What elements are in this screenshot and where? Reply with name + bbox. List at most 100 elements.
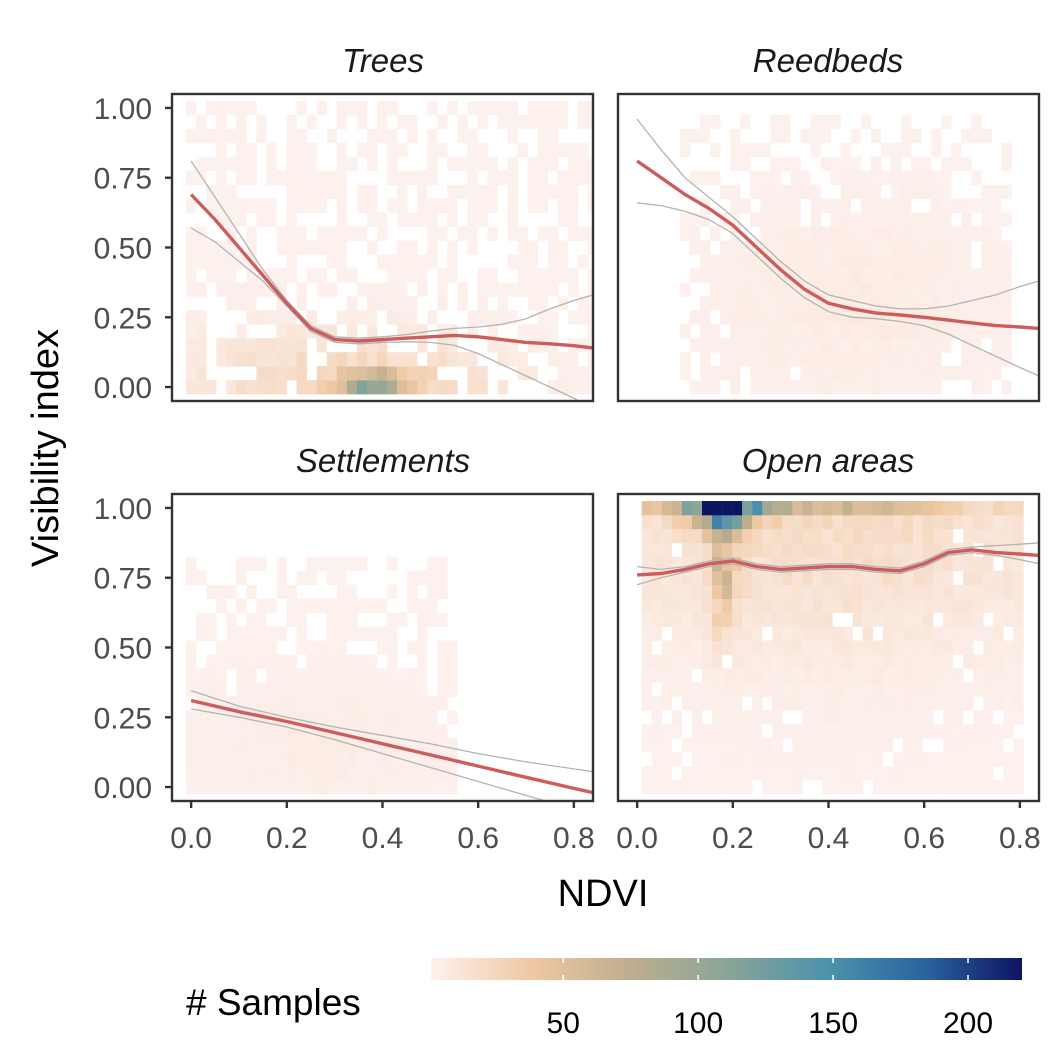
- heatmap-cell: [186, 640, 197, 655]
- heatmap-cell: [820, 114, 831, 130]
- heatmap-cell: [901, 226, 912, 241]
- heatmap-cell: [810, 142, 821, 158]
- panel-title-open-areas: Open areas: [742, 442, 914, 479]
- heatmap-cell: [832, 654, 843, 669]
- heatmap-cell: [963, 528, 974, 544]
- heatmap-cell: [437, 198, 448, 213]
- heatmap-cell: [750, 142, 761, 158]
- heatmap-cell: [336, 114, 348, 130]
- heatmap-cell: [377, 710, 388, 725]
- heatmap-cell: [671, 710, 683, 725]
- heatmap-cell: [467, 198, 478, 213]
- heatmap-cell: [762, 598, 773, 613]
- heatmap-cell: [840, 184, 851, 199]
- heatmap-cell: [276, 556, 287, 572]
- heatmap-cell: [852, 668, 863, 683]
- heatmap-cell: [316, 710, 327, 725]
- heatmap-cell: [742, 528, 753, 544]
- heatmap-cell: [507, 198, 518, 213]
- heatmap-cell: [276, 170, 287, 185]
- heatmap-cell: [832, 696, 843, 711]
- heatmap-cell: [870, 240, 882, 255]
- heatmap-cell: [961, 254, 972, 269]
- heatmap-cell: [810, 310, 821, 325]
- heatmap-cell: [830, 282, 841, 297]
- heatmap-cell: [427, 101, 438, 116]
- heatmap-cell: [870, 282, 882, 297]
- heatmap-cell: [377, 254, 388, 269]
- heatmap-cell: [902, 514, 914, 530]
- heatmap-cell: [981, 296, 992, 311]
- heatmap-cell: [772, 724, 783, 739]
- heatmap-cell: [872, 766, 884, 781]
- heatmap-cell: [527, 114, 538, 130]
- heatmap-cell: [991, 310, 1002, 325]
- heatmap-cell: [963, 514, 974, 530]
- heatmap-cell: [246, 668, 257, 683]
- heatmap-cell: [880, 338, 892, 353]
- heatmap-cell: [256, 380, 267, 395]
- heatmap-cell: [567, 310, 579, 325]
- heatmap-cell: [822, 780, 833, 795]
- heatmap-cell: [326, 254, 338, 269]
- heatmap-cell: [276, 268, 287, 283]
- heatmap-cell: [700, 310, 711, 325]
- legend-tick-label: 200: [943, 1007, 993, 1040]
- heatmap-cell: [850, 212, 861, 227]
- heatmap-cell: [671, 682, 683, 697]
- heatmap-cell: [712, 724, 723, 739]
- heatmap-cell: [1001, 268, 1012, 283]
- smooth-line-trees: [189, 193, 593, 350]
- heatmap-cell: [537, 142, 548, 158]
- heatmap-cell: [206, 752, 217, 767]
- heatmap-cell: [993, 542, 1004, 558]
- heatmap-cell: [752, 528, 763, 544]
- heatmap-cell: [752, 612, 763, 627]
- heatmap-cell: [377, 766, 388, 781]
- panel-settlements: Settlements: [170, 442, 595, 803]
- heatmap-cell: [820, 156, 831, 172]
- heatmap-cell: [890, 268, 902, 283]
- heatmap-cell: [732, 710, 743, 725]
- heatmap-cell: [820, 198, 831, 213]
- heatmap-cell: [537, 101, 548, 116]
- heatmap-cell: [782, 724, 793, 739]
- heatmap-cell: [933, 668, 944, 683]
- heatmap-cell: [951, 198, 962, 213]
- heatmap-cell: [306, 310, 317, 325]
- heatmap-cell: [702, 514, 713, 530]
- heatmap-cell: [397, 142, 408, 158]
- heatmap-cell: [712, 501, 723, 516]
- heatmap-cell: [427, 310, 438, 325]
- heatmap-cell: [641, 556, 652, 572]
- heatmap-cell: [346, 310, 358, 325]
- heatmap-cell: [236, 156, 247, 172]
- heatmap-cell: [346, 654, 358, 669]
- heatmap-cell: [1003, 570, 1014, 585]
- heatmap-cell: [681, 556, 693, 572]
- panel-title-reedbeds: Reedbeds: [753, 42, 903, 79]
- heatmap-cell: [690, 226, 701, 241]
- heatmap-cell: [770, 198, 781, 213]
- heatmap-cell: [397, 682, 408, 697]
- heatmap-cell: [577, 114, 589, 130]
- heatmap-cell: [800, 338, 811, 353]
- heatmap-cell: [752, 710, 763, 725]
- heatmap-cell: [377, 598, 388, 613]
- heatmap-cell: [387, 780, 398, 795]
- heatmap-cell: [377, 338, 388, 353]
- heatmap-cell: [732, 556, 743, 572]
- heatmap-cell: [852, 612, 863, 627]
- heatmap-cell: [246, 626, 257, 641]
- heatmap-cell: [732, 766, 743, 781]
- heatmap-cell: [911, 254, 922, 269]
- heatmap-cell: [991, 296, 1002, 311]
- heatmap-cell: [842, 570, 853, 585]
- heatmap-cell: [246, 170, 257, 185]
- heatmap-cell: [507, 212, 518, 227]
- heatmap-cell: [336, 101, 348, 116]
- heatmap-cell: [671, 556, 683, 572]
- heatmap-cell: [316, 640, 327, 655]
- heatmap-cell: [862, 724, 873, 739]
- heatmap-cell: [912, 710, 924, 725]
